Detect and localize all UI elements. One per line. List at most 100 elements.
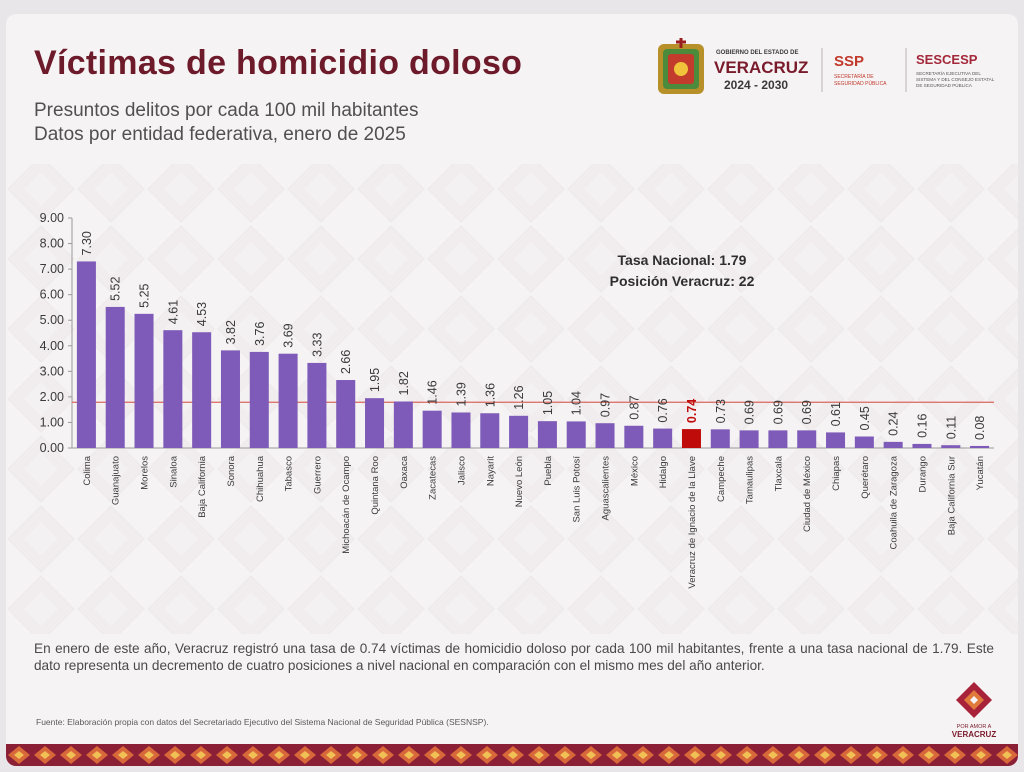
x-tick-label: Querétaro (860, 456, 871, 499)
bar (653, 428, 673, 448)
bars (76, 261, 990, 448)
bar-value-label: 0.87 (627, 395, 641, 419)
x-tick-label: Ciudad de México (802, 456, 813, 532)
x-tick-label: Durango (917, 456, 928, 492)
bar-value-label: 2.66 (339, 350, 353, 374)
subtitle-period: Datos por entidad federativa, enero de 2… (34, 124, 406, 145)
ssp-sub2: SEGURIDAD PÚBLICA (834, 80, 887, 87)
x-tick-label: Sonora (226, 455, 237, 486)
bar (509, 415, 529, 448)
x-tick-label: Colima (82, 455, 93, 485)
x-tick-label: Campeche (716, 456, 727, 502)
y-tick-label: 2.00 (40, 390, 64, 404)
x-tick-label: Puebla (543, 455, 554, 485)
bar (278, 353, 298, 448)
bar (134, 313, 154, 448)
x-tick-label: Guerrero (312, 456, 323, 494)
bar-value-label: 0.61 (829, 402, 843, 426)
gov-line1: GOBIERNO DEL ESTADO DE (716, 50, 798, 56)
bar (249, 351, 269, 448)
x-tick-label: Chihuahua (255, 455, 266, 502)
corner-logo-line2: VERACRUZ (952, 730, 997, 739)
y-tick-label: 3.00 (40, 364, 64, 378)
x-tick-label: Nayarit (485, 456, 496, 486)
corner-logo-line1: POR AMOR A (957, 724, 992, 730)
bar (192, 332, 212, 448)
bar-value-label: 0.73 (714, 399, 728, 423)
bar-value-label: 1.36 (483, 383, 497, 407)
infographic-card: Víctimas de homicidio doloso Presuntos d… (6, 14, 1018, 766)
bar-value-label: 1.39 (454, 382, 468, 406)
y-tick-label: 0.00 (40, 441, 64, 455)
sescesp-sub2: SISTEMA Y DEL CONSEJO ESTATAL (916, 77, 995, 82)
x-tick-label: Coahuila de Zaragoza (889, 455, 900, 549)
bar (854, 436, 874, 448)
bar-value-label: 0.16 (915, 414, 929, 438)
bar (970, 445, 990, 448)
bar (163, 330, 183, 448)
bar (826, 432, 846, 448)
bar (566, 421, 586, 448)
bar-value-label: 0.24 (887, 411, 901, 435)
x-tick-label: Guanajuato (111, 456, 122, 505)
x-tick-label: San Luis Potosí (572, 456, 583, 523)
government-logos: GOBIERNO DEL ESTADO DE VERACRUZ 2024 - 2… (658, 38, 995, 94)
bar (220, 350, 240, 448)
bar (105, 306, 125, 448)
x-tick-label: Baja California (197, 455, 208, 517)
bar (336, 380, 356, 448)
sescesp-label: SESCESP (916, 52, 978, 67)
bar (797, 430, 817, 448)
bar-value-label: 3.33 (310, 333, 324, 357)
y-tick-label: 8.00 (40, 237, 64, 251)
x-tick-label: Morelos (140, 456, 151, 490)
bar-value-label: 5.52 (109, 277, 123, 301)
bar-value-label: 0.69 (743, 400, 757, 424)
bar (307, 362, 327, 448)
gov-years: 2024 - 2030 (724, 78, 788, 92)
x-tick-label: Sinaloa (168, 455, 179, 487)
x-tick-label: Yucatán (975, 456, 986, 490)
bar (537, 421, 557, 448)
x-tick-label: Baja California Sur (946, 456, 957, 535)
x-tick-label: Oaxaca (399, 455, 410, 488)
bar (739, 430, 759, 448)
bar (883, 441, 903, 448)
bar-value-label: 0.69 (800, 400, 814, 424)
por-amor-a-veracruz-logo: POR AMOR A VERACRUZ (952, 682, 997, 739)
x-tick-label: Aguascalientes (601, 456, 612, 521)
x-tick-label: Hidalgo (658, 456, 669, 488)
bar (941, 445, 961, 448)
x-tick-label: Tlaxcala (773, 455, 784, 491)
y-tick-label: 5.00 (40, 313, 64, 327)
value-labels: 7.30 5.52 5.25 4.61 4.53 3.82 3.76 3.69 3.33 2.66… (80, 231, 987, 440)
y-tick-label: 4.00 (40, 339, 64, 353)
sescesp-sub1: SECRETARÍA EJECUTIVA DEL (916, 70, 981, 76)
bar-value-label: 0.97 (599, 393, 613, 417)
veracruz-coat-of-arms-icon (658, 38, 704, 94)
bar (76, 261, 96, 448)
bar-value-label: 1.05 (541, 391, 555, 415)
summary-paragraph: En enero de este año, Veracruz registró … (34, 641, 994, 673)
bar (912, 443, 932, 448)
x-tick-label: Veracruz de Ignacio de la Llave (687, 456, 698, 589)
bar-value-label: 0.74 (685, 399, 699, 423)
bar (681, 429, 701, 448)
bar-value-label: 1.26 (512, 385, 526, 409)
bar-value-label: 1.82 (397, 371, 411, 395)
x-tick-label: Quintana Roo (370, 456, 381, 515)
gov-name: VERACRUZ (714, 58, 808, 77)
ssp-sub1: SECRETARÍA DE (834, 73, 874, 80)
ssp-label: SSP (834, 53, 864, 70)
bar-value-label: 7.30 (80, 231, 94, 255)
annotation-national-rate: Tasa Nacional: 1.79 (618, 252, 747, 268)
bar (365, 398, 385, 448)
bar-value-label: 4.53 (195, 302, 209, 326)
bar-value-label: 0.45 (858, 406, 872, 430)
x-tick-label: México (629, 456, 640, 486)
x-tick-label: Chiapas (831, 456, 842, 491)
bar (422, 410, 442, 448)
x-tick-label: Michoacán de Ocampo (341, 456, 352, 554)
subtitle-metric: Presuntos delitos por cada 100 mil habit… (34, 100, 419, 121)
bar-value-label: 3.69 (282, 323, 296, 347)
